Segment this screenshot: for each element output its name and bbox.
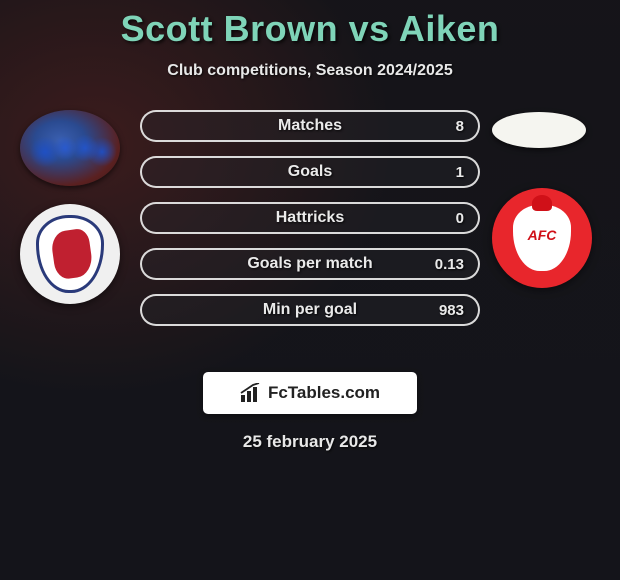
- brand-label: FcTables.com: [268, 383, 380, 403]
- stat-row-goals: Goals 1: [140, 156, 480, 188]
- stat-right-value: 983: [439, 302, 464, 319]
- stat-right-value: 8: [456, 118, 464, 135]
- page-subtitle: Club competitions, Season 2024/2025: [0, 62, 620, 80]
- stat-right-value: 0: [456, 210, 464, 227]
- stats-list: Matches 8 Goals 1 Hattricks 0 Goals per …: [140, 110, 480, 340]
- comparison-area: Matches 8 Goals 1 Hattricks 0 Goals per …: [0, 110, 620, 350]
- infographic-container: Scott Brown vs Aiken Club competitions, …: [0, 0, 620, 580]
- club-badge-right: [492, 188, 592, 288]
- page-title: Scott Brown vs Aiken: [0, 8, 620, 50]
- stat-row-min-per-goal: Min per goal 983: [140, 294, 480, 326]
- player-photo-left: [20, 110, 120, 186]
- stat-right-value: 1: [456, 164, 464, 181]
- stat-right-value: 0.13: [435, 256, 464, 273]
- stat-row-goals-per-match: Goals per match 0.13: [140, 248, 480, 280]
- raith-shield-icon: [36, 215, 104, 293]
- stat-label: Matches: [278, 117, 342, 135]
- airdrie-shield-icon: [513, 205, 571, 271]
- stat-row-hattricks: Hattricks 0: [140, 202, 480, 234]
- stat-label: Min per goal: [263, 301, 357, 319]
- left-player-column: [10, 110, 130, 304]
- date-label: 25 february 2025: [0, 432, 620, 452]
- bar-chart-icon: [240, 383, 262, 403]
- stat-label: Goals per match: [247, 255, 372, 273]
- stat-label: Hattricks: [276, 209, 344, 227]
- stat-label: Goals: [288, 163, 332, 181]
- right-player-column: [492, 110, 602, 288]
- player-ellipse-right: [492, 112, 586, 148]
- brand-box[interactable]: FcTables.com: [203, 372, 417, 414]
- stat-row-matches: Matches 8: [140, 110, 480, 142]
- club-badge-left: [20, 204, 120, 304]
